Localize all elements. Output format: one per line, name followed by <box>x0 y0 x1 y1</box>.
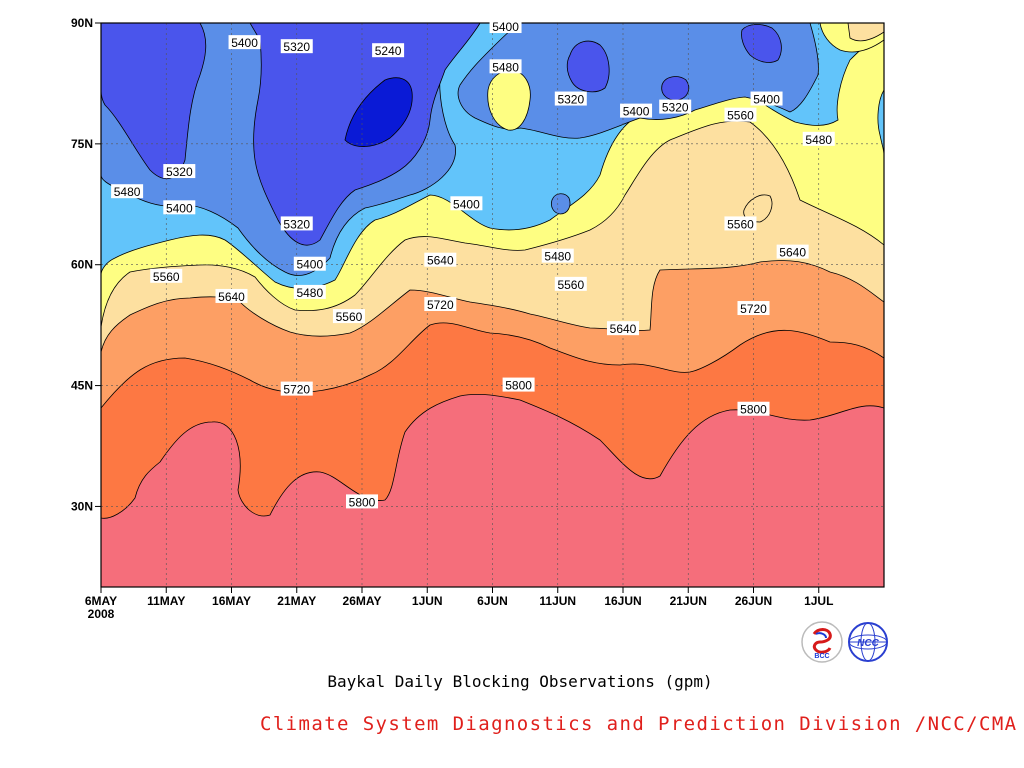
contour-label-bg <box>737 301 770 316</box>
contour-label: 5400 <box>166 201 193 215</box>
contour-label-bg <box>659 99 692 114</box>
contour-label-bg <box>228 35 261 50</box>
contour-label-bg <box>163 164 196 179</box>
contour-label: 5720 <box>427 298 454 312</box>
x-year-label: 2008 <box>88 607 115 621</box>
contour-label: 5640 <box>218 290 245 304</box>
contour-label-bg <box>802 131 835 146</box>
contour-label-bg <box>280 381 313 396</box>
contour-label: 5320 <box>283 217 310 231</box>
contour-label-bg <box>750 91 783 106</box>
x-tick-label: 26JUN <box>735 594 772 608</box>
chart-caption: Baykal Daily Blocking Observations (gpm) <box>327 672 713 691</box>
x-tick-label: 21MAY <box>277 594 316 608</box>
contour-label-bg <box>776 244 809 259</box>
contour-label: 5480 <box>805 133 832 147</box>
grid-lines <box>101 23 884 587</box>
contour-label-bg <box>215 288 248 303</box>
contour-label: 5320 <box>166 165 193 179</box>
y-tick-label: 60N <box>71 258 93 272</box>
x-tick-label: 11MAY <box>147 594 185 608</box>
x-tick-label: 16JUN <box>604 594 641 608</box>
contour-label-bg <box>502 377 535 392</box>
contour-label: 5560 <box>153 270 180 284</box>
contour-label-bg <box>607 321 639 336</box>
contour-label-bg <box>280 39 313 54</box>
contour-label: 5560 <box>557 278 584 292</box>
contour-label: 5400 <box>492 20 519 34</box>
contour-label: 5240 <box>375 44 402 58</box>
y-tick-label: 45N <box>71 379 93 393</box>
contour-label-bg <box>489 59 522 74</box>
contour-label: 5560 <box>336 310 363 324</box>
contour-label: 5480 <box>492 60 519 74</box>
contour-label: 5400 <box>296 258 323 272</box>
credit-line: Climate System Diagnostics and Predictio… <box>260 713 1018 735</box>
y-tick-label: 75N <box>71 137 93 151</box>
contour-label-bg <box>489 19 522 34</box>
contour-label: 5640 <box>779 246 806 260</box>
contour-label-bg <box>424 252 457 267</box>
contour-label-bg <box>620 103 653 118</box>
x-tick-label: 21JUN <box>670 594 707 608</box>
contour-label-bg <box>332 309 365 324</box>
x-tick-label: 26MAY <box>343 594 382 608</box>
bcc-logo-icon: BCC <box>801 621 843 663</box>
contour-label-bg <box>737 401 770 416</box>
y-tick-label: 90N <box>71 16 93 30</box>
contour-label: 5720 <box>283 383 310 397</box>
contour-labels: 5400 5320 5240 5400 5480 5320 5400 5320 5400 5560… <box>111 19 835 509</box>
x-tick-label: 1JUN <box>412 594 443 608</box>
contour-label: 5560 <box>727 109 754 123</box>
contour-label-bg <box>346 494 378 509</box>
contour-label-bg <box>293 256 326 271</box>
band-5400-island-c <box>741 24 782 63</box>
x-tick-label: 16MAY <box>212 594 251 608</box>
contour-label-bg <box>450 196 483 211</box>
band-5400-island-a <box>566 40 610 93</box>
contour-label: 5400 <box>231 36 258 50</box>
contour-label: 5800 <box>505 379 532 393</box>
band-5400-island-d <box>551 193 571 215</box>
x-tick-label: 1JUL <box>804 594 833 608</box>
contour-label: 5480 <box>114 185 141 199</box>
contour-label-bg <box>724 216 757 231</box>
band-5400-island-b <box>661 76 690 101</box>
bcc-logo-text: BCC <box>814 653 829 660</box>
x-tick-label: 11JUN <box>539 594 576 608</box>
contour-label: 5320 <box>662 101 689 115</box>
contour-label: 5640 <box>427 254 454 268</box>
contour-label: 5480 <box>544 250 571 264</box>
contour-label-bg <box>424 297 457 311</box>
contour-label: 5800 <box>740 403 767 417</box>
contour-label-bg <box>293 284 326 299</box>
contour-label: 5400 <box>453 197 480 211</box>
contour-label-bg <box>280 216 313 231</box>
contour-label-bg <box>150 268 183 283</box>
contour-label: 5480 <box>296 286 323 300</box>
contour-label-bg <box>724 107 757 122</box>
contour-label-bg <box>163 200 196 215</box>
contour-label: 5320 <box>283 40 310 54</box>
contour-label: 5640 <box>610 322 637 336</box>
y-tick-label: 30N <box>71 499 93 513</box>
x-tick-label: 6JUN <box>477 594 508 608</box>
contour-label-bg <box>541 248 574 263</box>
axes: 6MAY 11MAY 16MAY 21MAY 26MAY 1JUN 6JUN 11JUN 16J… <box>71 16 885 621</box>
contour-label-bg <box>372 43 405 58</box>
contour-label: 5720 <box>740 302 767 316</box>
contour-label: 5320 <box>557 93 584 107</box>
contour-label-bg <box>554 91 587 106</box>
ncc-logo-text: NCC <box>857 638 879 649</box>
contour-label: 5400 <box>753 93 780 107</box>
contour-label-bg <box>111 184 144 199</box>
contour-label-bg <box>554 276 587 291</box>
x-tick-label: 6MAY <box>85 594 117 608</box>
contour-label: 5800 <box>349 495 376 509</box>
contour-label: 5560 <box>727 217 754 231</box>
ncc-logo-icon: NCC <box>848 622 888 662</box>
contour-label: 5400 <box>623 105 650 119</box>
